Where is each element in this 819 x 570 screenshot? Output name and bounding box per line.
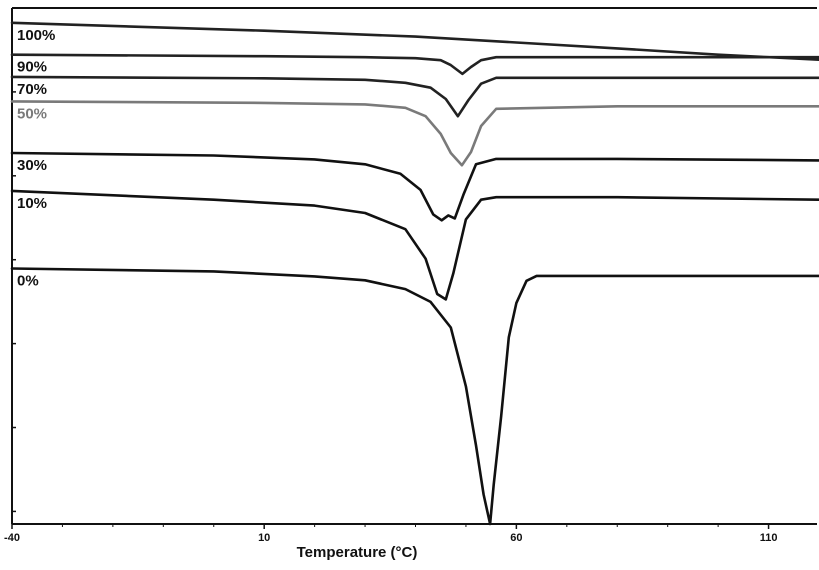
series-line-10-pct	[10, 189, 819, 301]
series-line-50-pct	[10, 100, 819, 167]
series-label-0-pct: 0%	[17, 272, 39, 289]
left-axis-ticks	[12, 91, 16, 513]
bottom-axis-ticks: -40 10 60 110	[4, 524, 777, 544]
series-label-30-pct: 30%	[17, 157, 47, 174]
x-tick-label: 110	[760, 532, 778, 544]
series-label-70-pct: 70%	[17, 81, 47, 98]
series-label-50-pct: 50%	[17, 105, 47, 122]
x-tick-label: -40	[4, 532, 20, 544]
series-line-0-pct	[10, 267, 819, 526]
series-label-100-pct: 100%	[17, 27, 55, 44]
x-tick-label: 60	[510, 532, 522, 544]
series-label-layer: 100% 90% 70% 50% 30% 10% 0%	[17, 27, 55, 290]
series-line-30-pct	[10, 151, 819, 222]
series-line-90-pct	[10, 53, 819, 76]
series-label-10-pct: 10%	[17, 195, 47, 212]
plot-frame	[11, 7, 817, 525]
x-tick-label: 10	[258, 532, 270, 544]
series-line-100-pct	[10, 21, 819, 61]
series-line-70-pct	[10, 75, 819, 118]
series-label-90-pct: 90%	[17, 59, 47, 76]
series-layer	[10, 21, 819, 526]
x-axis-title: Temperature (°C)	[297, 544, 418, 561]
